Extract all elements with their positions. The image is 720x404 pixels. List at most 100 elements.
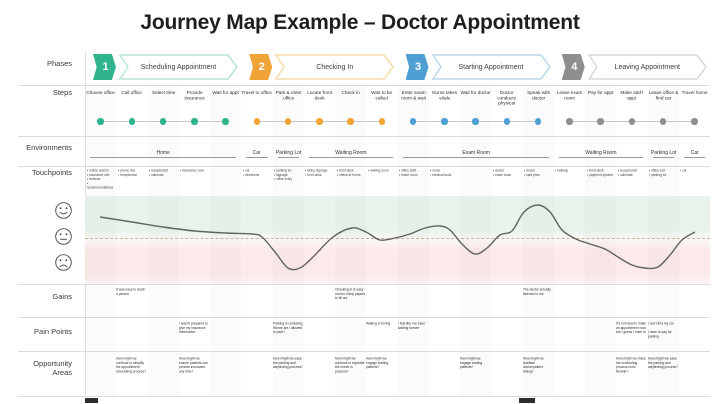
- touchpoint-list-text: • receptionist • calendar: [617, 169, 637, 177]
- step-label-text: Leave office & find car: [648, 89, 678, 101]
- step-label: Wait for appt: [210, 90, 241, 116]
- step-label-text: Call office: [121, 89, 143, 95]
- column-stripe: [585, 86, 616, 396]
- pain-point-note: Parking is confusing. Where am I allowed…: [273, 322, 304, 360]
- column-stripe: [460, 86, 491, 396]
- step-dot: [253, 118, 261, 125]
- environment-label-text: Home: [156, 149, 170, 155]
- row-label-pain-points: Pain Points: [34, 327, 72, 336]
- touchpoint-list: • car • directions: [243, 169, 271, 195]
- step-label: Wait to be called: [366, 90, 397, 116]
- opportunity-note-text: How might we continue to simplify the ap…: [116, 357, 147, 374]
- touchpoint-list: • car: [680, 169, 708, 195]
- phase-banner-shape: [274, 54, 395, 80]
- step-label: Leave exam room: [554, 90, 585, 116]
- pain-point-note-text: I can't find my car I have to pay for pa…: [647, 322, 674, 339]
- opportunity-note: How might we ensure patients can provide…: [179, 357, 210, 395]
- step-dot: [222, 118, 229, 125]
- phase-banner-shape: [118, 54, 238, 80]
- environment-range-line: [246, 157, 268, 158]
- step-label: Call office: [116, 90, 147, 116]
- environment-range-line: [402, 157, 549, 158]
- page-title: Journey Map Example – Doctor Appointment: [140, 11, 580, 34]
- row-label-gains: Gains: [52, 292, 72, 301]
- touchpoint-list-text: • nurse • medical tools: [430, 169, 452, 177]
- phase-number-badge: 2: [249, 54, 273, 80]
- step-label-text: Nurse takes vitals: [431, 89, 457, 101]
- step-label-text: Wait for appt: [212, 89, 239, 95]
- pain-point-note: I wasn't prepared to give my insurance i…: [179, 322, 210, 360]
- step-label-text: Select time: [151, 89, 175, 95]
- pain-point-note-text: I wasn't prepared to give my insurance i…: [178, 322, 208, 335]
- environment-label: Parking Lot: [273, 138, 304, 156]
- environment-label-text: Car: [690, 149, 699, 155]
- opportunity-note: How might we facilitate doctor/patient d…: [523, 357, 554, 395]
- environment-label-text: Parking Lot: [650, 149, 676, 155]
- touchpoint-list: • phone line • receptionist: [118, 169, 146, 195]
- environment-label-text: Car: [252, 149, 261, 155]
- step-label: Locate front desk: [304, 90, 335, 116]
- opportunity-note-text: How might we engage waiting patients?: [366, 357, 389, 370]
- touchpoint-list: • parking lot • signage • office entry: [274, 169, 302, 195]
- step-label-text: Doctor conducts physical: [497, 89, 517, 106]
- opportunity-note: How might we ease the parking and wayfin…: [273, 357, 304, 395]
- opportunity-note: How might we ease the parking and wayfin…: [648, 357, 679, 395]
- opportunity-note-text: How might we facilitate doctor/patient d…: [522, 357, 544, 374]
- opportunity-note: How might we engage waiting patients?: [460, 357, 491, 395]
- step-dot: [378, 118, 386, 125]
- phase-number-badge: 4: [561, 54, 585, 80]
- step-label: Speak with doctor: [523, 90, 554, 116]
- step-label: Doctor conducts physical: [491, 90, 522, 116]
- environment-label: Waiting Room: [304, 138, 398, 156]
- opportunity-note: How might we make the scheduling process…: [616, 357, 647, 395]
- touchpoint-list-text: • receptionist • calendar: [149, 169, 169, 177]
- step-label: Park & enter office: [273, 90, 304, 116]
- environment-label: Car: [241, 138, 272, 156]
- gain-note: The doctor actually listened to me: [523, 288, 554, 326]
- pain-point-note-text: Parking is confusing. Where am I allowed…: [272, 322, 304, 335]
- neutral-face-icon: [55, 228, 72, 245]
- step-label-text: Wait for doctor: [460, 89, 491, 95]
- environment-range-line: [558, 157, 643, 158]
- gain-note-text: Checking in is easy - not too many paper…: [335, 288, 366, 301]
- cropped-artifact: [519, 398, 535, 403]
- opportunity-note: How might we continue to simplify the ap…: [116, 357, 147, 395]
- step-label-text: Choose office: [86, 89, 115, 95]
- sad-face-icon: [55, 254, 72, 271]
- row-label-opportunity-areas: Opportunity Areas: [33, 359, 72, 377]
- phase-banner: Starting Appointment: [431, 54, 552, 80]
- pain-point-note-text: Waiting is boring: [366, 322, 391, 326]
- step-dot: [472, 118, 479, 125]
- touchpoint-list: • online search • insurance site • revie…: [87, 169, 115, 195]
- gain-note-text: The doctor actually listened to me: [522, 288, 551, 296]
- opportunity-note: How might we continue to expedite the ch…: [335, 357, 366, 395]
- touchpoint-list-text: • parking lot • signage • office entry: [274, 169, 293, 182]
- pain-point-note: I can't find my car I have to pay for pa…: [648, 322, 679, 360]
- touchpoint-list-text: • hallway: [555, 169, 569, 173]
- step-dot: [316, 118, 323, 125]
- row-label-touchpoints: Touchpoints: [31, 168, 72, 177]
- touchpoint-list-text: • car: [680, 169, 688, 173]
- touchpoint-list: • insurance card: [180, 169, 208, 195]
- step-dot: [659, 118, 667, 125]
- touchpoint-list: • doctor • care plan: [524, 169, 552, 195]
- environment-label: Home: [85, 138, 241, 156]
- happy-face-icon: [55, 202, 72, 219]
- step-dot: [566, 118, 573, 125]
- pain-point-note: It's not ideal to make an appointment no…: [616, 322, 647, 360]
- touchpoint-list: • receptionist • calendar: [149, 169, 177, 195]
- step-label: Provide insurance: [179, 90, 210, 116]
- phase-number-badge: 1: [93, 54, 116, 80]
- environment-label: Waiting Room: [554, 138, 648, 156]
- step-dot: [441, 118, 448, 125]
- environment-label-text: Parking Lot: [275, 149, 301, 155]
- step-label: Nurse takes vitals: [429, 90, 460, 116]
- touchpoint-list: • doctor • exam tools: [493, 169, 521, 195]
- row-label-environments: Environments: [26, 143, 72, 152]
- step-dot: [691, 118, 698, 125]
- step-label: Check in: [335, 90, 366, 116]
- touchpoint-list-text: • online search • insurance site • revie…: [86, 169, 113, 190]
- environment-label-text: Waiting Room: [335, 149, 367, 155]
- touchpoint-list-text: • front desk • check-in forms: [336, 169, 361, 177]
- column-stripe: [85, 86, 116, 396]
